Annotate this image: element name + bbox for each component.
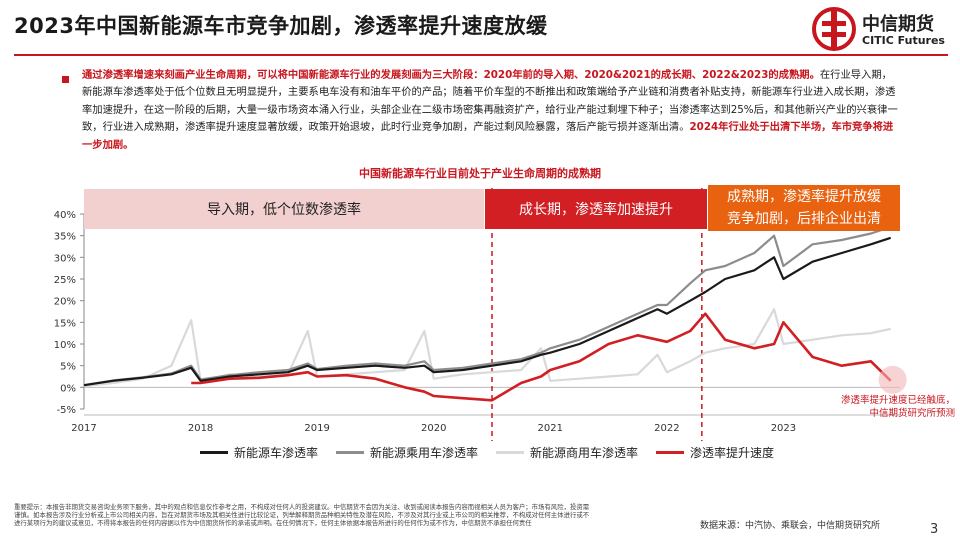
- legend-label-nev: 新能源车渗透率: [234, 446, 319, 460]
- phase-growth-band: 成长期，渗透率加速提升: [485, 189, 707, 229]
- x-tick-label: 2021: [538, 423, 563, 434]
- legend-item-speed: 渗透率提升速度: [656, 444, 774, 461]
- forecast-highlight-marker: [878, 365, 907, 394]
- phase-introduction-band: 导入期，低个位数渗透率: [84, 189, 484, 229]
- summary-intro: 通过渗透率增速来刻画产业生命周期，可以将中国新能源车行业的发展刻画为三大阶段：2…: [82, 69, 820, 81]
- logo-en-text: CITIC Futures: [862, 34, 945, 47]
- legend-item-passenger: 新能源乘用车渗透率: [336, 444, 478, 461]
- x-tick-label: 2018: [188, 423, 213, 434]
- logo-cn-text: 中信期货: [862, 14, 934, 35]
- citic-futures-logo: 中信期货 CITIC Futures: [812, 7, 952, 51]
- summary-conclusion: 2024年行业处于出清下半场，车市竞争将进一步加剧。: [82, 121, 894, 151]
- y-tick-label: 20%: [54, 297, 76, 308]
- legend-swatch-speed: [656, 451, 685, 454]
- y-tick-label: 5%: [60, 362, 76, 373]
- page-title: 2023年中国新能源车市竞争加剧，渗透率提升速度放缓: [14, 14, 548, 38]
- legend-label-speed: 渗透率提升速度: [690, 446, 775, 460]
- page-number: 3: [930, 522, 939, 537]
- x-tick-label: 2020: [421, 423, 446, 434]
- series-line-commercial: [83, 308, 891, 388]
- legend-label-passenger: 新能源乘用车渗透率: [370, 446, 479, 460]
- phase-growth-label: 成长期，渗透率加速提升: [519, 202, 673, 218]
- y-tick-label: 35%: [54, 232, 76, 243]
- legend-label-commercial: 新能源商用车渗透率: [530, 446, 639, 460]
- legend-item-commercial: 新能源商用车渗透率: [496, 444, 638, 461]
- y-tick-label: 30%: [54, 253, 76, 264]
- annotation-line2: 中信期货研究所预测: [869, 408, 955, 419]
- x-tick-label: 2023: [771, 423, 796, 434]
- phase-maturity-band: 成熟期，渗透率提升放缓 竞争加剧，后排企业出清: [708, 185, 900, 231]
- y-tick-label: -5%: [57, 405, 76, 416]
- data-source: 数据来源：中汽协、乘联会，中信期货研究所: [700, 521, 881, 531]
- chart-title: 中国新能源车行业目前处于产业生命周期的成熟期: [359, 167, 601, 180]
- legend-swatch-commercial: [496, 451, 525, 454]
- disclaimer-text: 重要提示：本报告非期货交易咨询业务项下服务，其中的观点和信息仅作参考之用，不构成…: [14, 503, 590, 527]
- phase-maturity-label-line2: 竞争加剧，后排企业出清: [727, 211, 881, 227]
- title-divider: [14, 54, 948, 56]
- summary-paragraph: 通过渗透率增速来刻画产业生命周期，可以将中国新能源车行业的发展刻画为三大阶段：2…: [82, 67, 900, 154]
- legend-item-nev: 新能源车渗透率: [200, 444, 318, 461]
- legend-swatch-nev: [200, 451, 228, 454]
- citic-logo-icon: [812, 7, 856, 51]
- legend-swatch-passenger: [336, 451, 365, 454]
- x-tick-label: 2017: [71, 423, 96, 434]
- chart-legend: 新能源车渗透率 新能源乘用车渗透率 新能源商用车渗透率 渗透率提升速度: [200, 444, 774, 461]
- y-tick-label: 0%: [60, 383, 76, 394]
- x-tick-label: 2022: [654, 423, 679, 434]
- phase-introduction-label: 导入期，低个位数渗透率: [207, 202, 361, 218]
- summary-body: 在行业导入期，新能源车渗透率处于低个位数且无明显提升，主要系电车没有和油车平价的…: [82, 69, 898, 134]
- y-tick-label: 10%: [54, 340, 76, 351]
- series-line-nev: [83, 236, 892, 387]
- y-tick-label: 25%: [54, 275, 76, 286]
- series-line-speed: [191, 312, 892, 402]
- bullet-square-icon: [62, 76, 69, 83]
- annotation-line1: 渗透率提升速度已经触底，: [840, 395, 955, 406]
- y-tick-label: 40%: [54, 210, 76, 221]
- forecast-annotation: 渗透率提升速度已经触底， 中信期货研究所预测: [815, 394, 955, 420]
- phase-maturity-label-line1: 成熟期，渗透率提升放缓: [727, 189, 881, 205]
- x-tick-label: 2019: [304, 423, 329, 434]
- y-tick-label: 15%: [54, 318, 76, 329]
- series-line-passenger: [83, 225, 892, 387]
